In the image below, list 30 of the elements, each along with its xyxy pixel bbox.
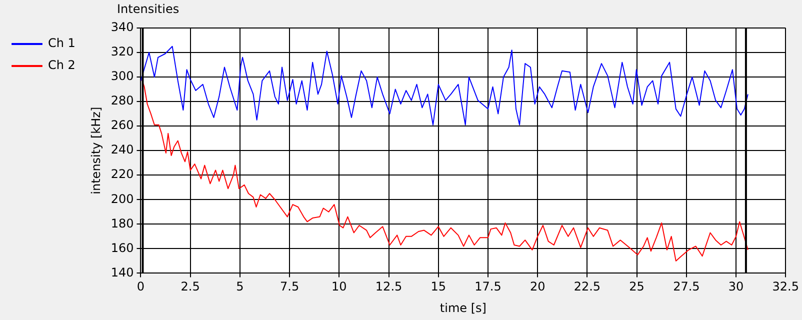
x-tick-label: 0 <box>136 280 145 294</box>
y-tick-label: 340 <box>110 20 134 34</box>
y-tick-label: 300 <box>110 69 134 84</box>
y-tick-label: 200 <box>110 192 134 206</box>
y-axis-title: intensity [kHz] <box>88 106 103 194</box>
legend-label: Ch 1 <box>48 36 76 50</box>
x-tick-label: 12.5 <box>375 280 402 294</box>
x-tick-label: 17.5 <box>474 280 502 294</box>
y-tick-label: 320 <box>110 44 134 59</box>
x-tick-label: 5 <box>236 280 244 294</box>
x-tick-label: 20 <box>530 280 546 294</box>
x-tick-label: 2.5 <box>180 280 200 294</box>
chart-title: Intensities <box>117 2 180 16</box>
x-axis-title: time [s] <box>440 300 486 315</box>
y-tick-label: 220 <box>110 167 134 182</box>
x-tick-label: 32.5 <box>772 280 799 294</box>
x-tick-label: 25 <box>629 280 644 294</box>
y-tick-label: 260 <box>110 118 134 132</box>
x-tick-label: 10 <box>332 280 347 294</box>
x-tick-label: 15 <box>430 280 446 294</box>
y-tick-label: 280 <box>110 94 134 108</box>
y-tick-label: 240 <box>110 142 134 157</box>
x-tick-label: 30 <box>728 280 744 294</box>
y-tick-label: 160 <box>110 240 134 255</box>
x-tick-label: 27.5 <box>673 280 700 294</box>
y-tick-label: 140 <box>110 265 134 280</box>
legend-label: Ch 2 <box>48 58 76 72</box>
x-tick-label: 7.5 <box>280 280 300 294</box>
y-tick-label: 180 <box>110 216 134 230</box>
x-tick-label: 22.5 <box>574 280 601 294</box>
